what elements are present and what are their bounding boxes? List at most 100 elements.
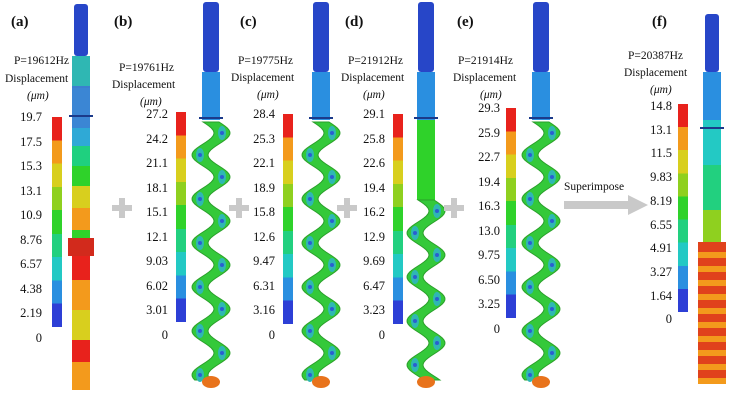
color-scale — [393, 114, 403, 324]
displacement-label: Displacement — [112, 79, 176, 91]
shaft-segment — [72, 280, 90, 310]
shaft-tip — [417, 376, 435, 388]
tick-label: 9.75 — [478, 248, 500, 262]
shaft-cap — [418, 2, 434, 72]
shaft-collar — [68, 238, 94, 256]
shaft-tip — [532, 376, 550, 388]
panel-f: (f) P=20387Hz Displacement (μm) 14.8 13.1… — [620, 0, 731, 400]
tick-label: 0 — [268, 327, 275, 342]
shaft-segment — [312, 72, 330, 120]
tick-label: 12.6 — [253, 229, 275, 244]
tick-label: 9.83 — [650, 170, 672, 185]
shaft-segment — [72, 166, 90, 186]
shaft-segment — [202, 72, 220, 120]
tick-label: 16.2 — [363, 205, 385, 219]
tick-label: 9.47 — [253, 254, 275, 268]
shaft-cap — [533, 2, 549, 72]
unit-label: (μm) — [257, 89, 279, 101]
shaft-segment — [72, 310, 90, 340]
plus-icon — [229, 198, 249, 218]
frequency-label: P=21912Hz — [348, 55, 404, 67]
tick-label: 6.55 — [650, 217, 672, 232]
shaft-segment — [703, 210, 721, 242]
tick-label: 3.27 — [650, 264, 672, 279]
plus-icon — [112, 198, 132, 218]
tick-label: 18.9 — [253, 180, 275, 195]
shaft-helix — [191, 2, 231, 388]
shaft-tip — [202, 376, 220, 388]
frequency-label: P=19775Hz — [238, 55, 294, 67]
panel-e: (e) P=21914Hz Displacement (μm) 29.3 25.9… — [450, 0, 565, 400]
tick-label: 3.23 — [363, 303, 385, 317]
shaft-helix — [301, 2, 341, 388]
unit-label: (μm) — [363, 89, 385, 101]
tick-label: 3.01 — [146, 303, 168, 317]
color-scale — [678, 104, 688, 312]
tick-label: 9.03 — [146, 254, 168, 268]
tick-label: 16.3 — [478, 199, 500, 213]
color-scale — [52, 117, 62, 327]
tick-label: 29.1 — [363, 107, 385, 121]
tick-label: 1.64 — [650, 288, 672, 303]
frequency-label: P=20387Hz — [628, 50, 684, 62]
tick-label: 22.6 — [363, 156, 385, 170]
frequency-label: P=21914Hz — [458, 55, 514, 67]
shaft-segment — [72, 146, 90, 166]
tick-label: 14.8 — [650, 99, 672, 113]
tick-label: 24.2 — [146, 131, 168, 146]
tick-label: 15.8 — [253, 205, 275, 219]
shaft-cap — [74, 4, 88, 56]
tick-label: 28.4 — [253, 107, 275, 121]
tick-label: 0 — [493, 321, 500, 336]
tick-label: 8.19 — [650, 193, 672, 208]
tick-label: 0 — [378, 327, 385, 342]
tick-label: 25.9 — [478, 125, 500, 140]
tick-label: 11.5 — [650, 146, 672, 161]
shaft-straight — [68, 4, 94, 390]
displacement-label: Displacement — [624, 67, 688, 79]
shaft-segment — [703, 120, 721, 165]
shaft-segment — [72, 56, 90, 86]
shaft-helix — [406, 2, 446, 388]
tick-label: 19.4 — [478, 174, 500, 189]
tick-label: 13.0 — [478, 223, 500, 238]
shaft-segment — [72, 340, 90, 362]
tick-label: 19.4 — [363, 180, 385, 195]
color-scale — [506, 108, 516, 318]
panel-c: (c) P=19775Hz Displacement (μm) 28.4 25.3… — [231, 0, 345, 400]
unit-label: (μm) — [480, 89, 502, 101]
tick-label: 3.25 — [478, 297, 500, 311]
panel-label: (f) — [652, 14, 667, 30]
color-scale — [176, 112, 186, 322]
tick-label: 0 — [35, 330, 42, 345]
displacement-label: Displacement — [341, 72, 405, 84]
helix-body — [406, 199, 446, 381]
shaft-tip — [312, 376, 330, 388]
shaft-segment — [72, 208, 90, 230]
superimpose-arrow-icon — [564, 195, 648, 215]
tick-label: 6.02 — [146, 278, 168, 293]
shaft-segment — [703, 165, 721, 210]
panel-label: (e) — [457, 14, 474, 30]
tick-label: 19.7 — [20, 110, 42, 124]
shaft-segment — [417, 72, 435, 120]
tick-label: 22.1 — [253, 156, 275, 170]
tick-label: 29.3 — [478, 101, 500, 115]
displacement-label: Displacement — [453, 72, 517, 84]
tick-label: 12.1 — [146, 229, 168, 244]
panel-label: (a) — [11, 14, 29, 30]
tick-label: 18.1 — [146, 180, 168, 195]
shaft-segment — [72, 362, 90, 390]
tick-label: 25.3 — [253, 131, 275, 146]
tick-label: 17.5 — [20, 134, 42, 149]
panel-label: (c) — [240, 14, 257, 30]
tick-label: 6.47 — [363, 278, 385, 293]
unit-label: (μm) — [650, 84, 672, 96]
panel-label: (b) — [114, 14, 133, 30]
shaft-segment — [532, 72, 550, 120]
tick-label: 15.1 — [146, 205, 168, 219]
tick-label: 10.9 — [20, 208, 42, 222]
tick-label: 8.76 — [20, 232, 42, 247]
tick-label: 2.19 — [20, 306, 42, 320]
shaft-segment — [72, 186, 90, 208]
